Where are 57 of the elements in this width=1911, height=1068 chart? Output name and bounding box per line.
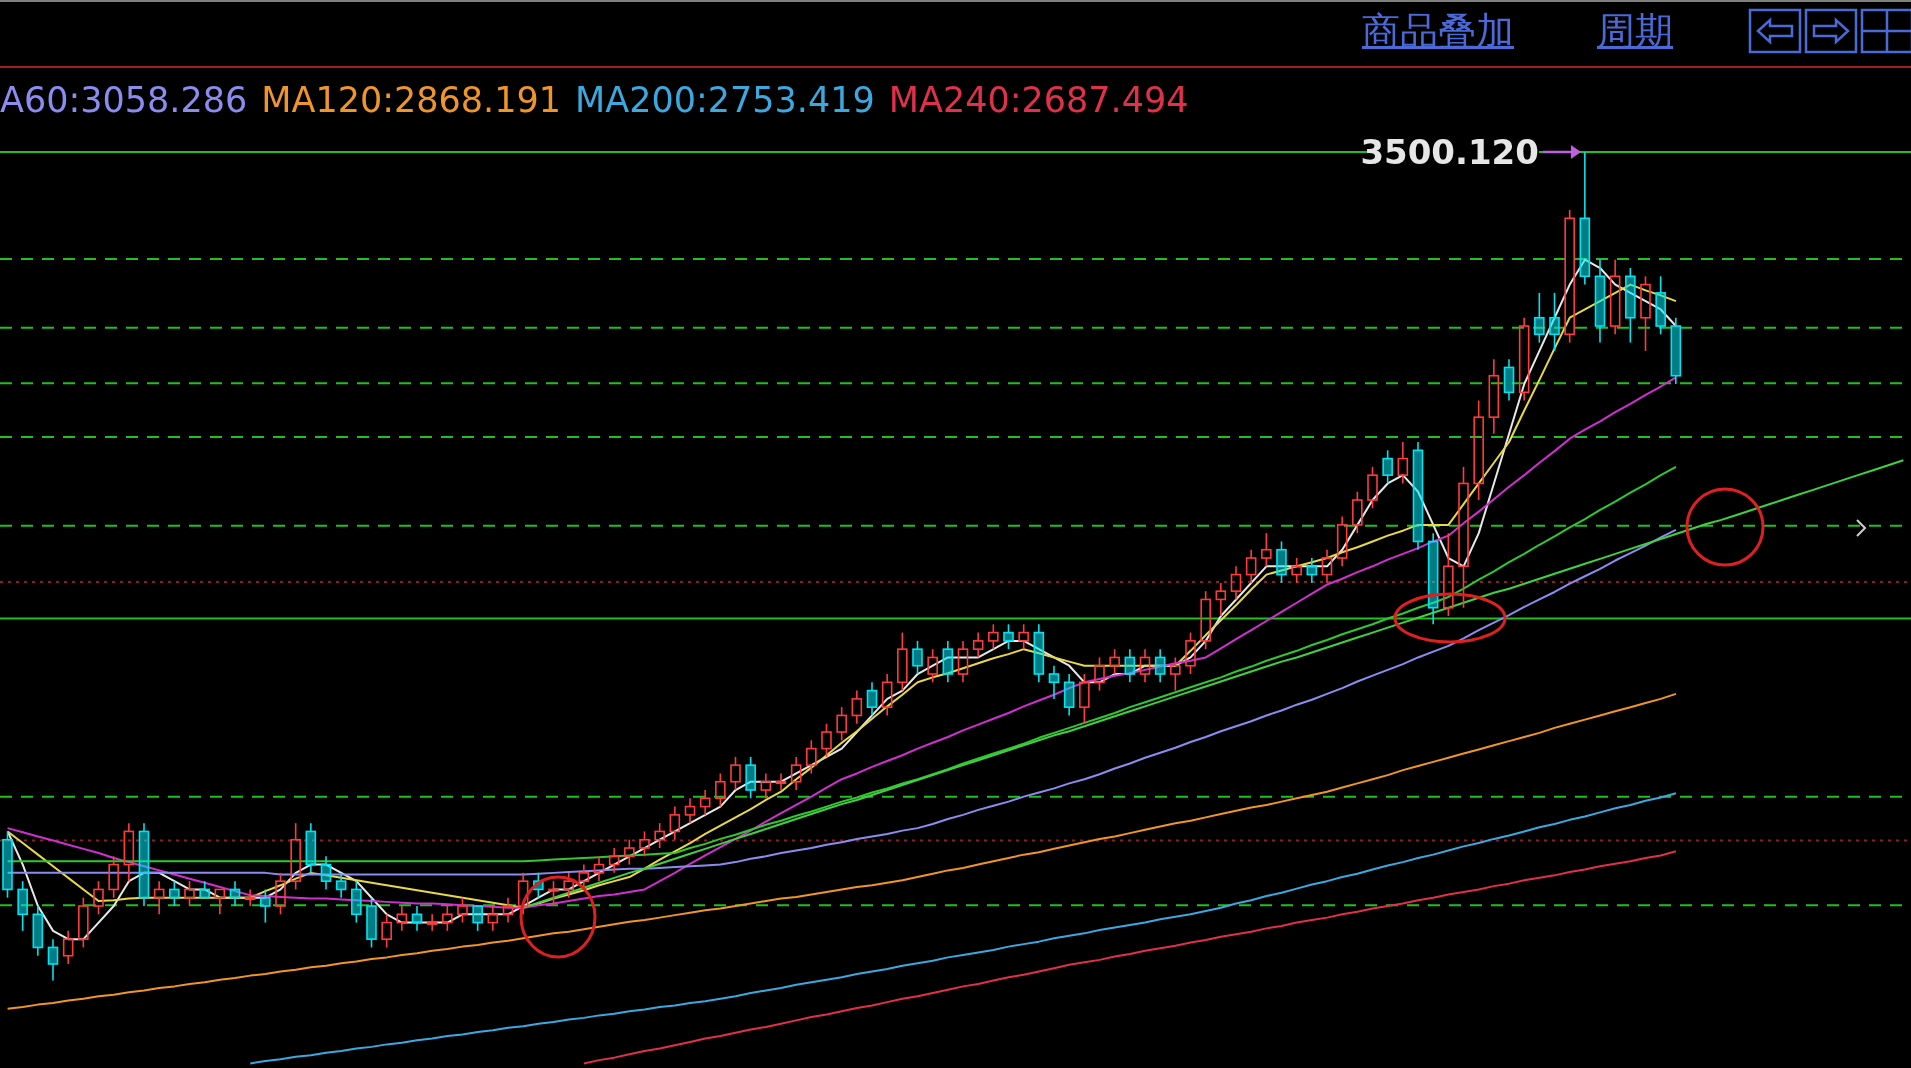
text: A60:3058.286 [0, 79, 248, 122]
candlestick [760, 772, 772, 800]
candlestick [775, 772, 787, 791]
candlestick [62, 930, 74, 965]
candlestick [669, 805, 681, 841]
candlestick [1503, 358, 1515, 402]
candlestick [1139, 648, 1151, 684]
candlestick [942, 640, 954, 684]
candlestick [426, 913, 438, 932]
candlestick [1063, 673, 1075, 717]
candlestick [335, 872, 347, 899]
candlestick [1245, 548, 1257, 584]
candlestick [972, 631, 984, 659]
candlestick [244, 888, 256, 907]
candlestick [1154, 648, 1166, 684]
candlestick [851, 689, 863, 725]
candlestick [123, 822, 135, 882]
candlestick [32, 905, 44, 957]
candlestick [866, 681, 878, 717]
candlestick [229, 880, 241, 907]
candlestick [1594, 258, 1606, 344]
candlestick [1124, 648, 1136, 684]
candlestick [1609, 258, 1621, 336]
candlestick [608, 847, 620, 874]
candlestick [47, 938, 59, 982]
candlestick [957, 640, 969, 684]
candlestick [1488, 358, 1500, 435]
candlestick [1397, 441, 1409, 485]
candlestick [684, 797, 696, 824]
candlestick [1336, 515, 1348, 568]
candlestick [1427, 532, 1439, 626]
candlestick [1579, 151, 1591, 286]
candlestick [153, 880, 165, 916]
text: 周期 [1597, 8, 1673, 54]
candlestick [1230, 565, 1242, 601]
candlestick [593, 855, 605, 882]
annotation: 3500.120 [1360, 132, 1539, 173]
candlestick [396, 905, 408, 932]
candlestick [138, 822, 150, 907]
candlestick [1048, 664, 1060, 700]
candlestick [487, 905, 499, 932]
candlestick [1215, 582, 1227, 617]
candlestick [881, 673, 893, 717]
candlestick [790, 756, 802, 791]
candlestick [502, 896, 514, 924]
candlestick [1321, 548, 1333, 584]
text: 商品叠加 [1362, 8, 1514, 54]
candlestick [699, 789, 711, 816]
candlestick [1518, 316, 1530, 402]
candlestick [1670, 316, 1682, 385]
candlestick [1412, 441, 1424, 551]
text: MA120:2868.191 [261, 79, 562, 122]
candlestick [320, 855, 332, 891]
candlestick [1033, 623, 1045, 684]
text: MA200:2753.419 [575, 79, 875, 122]
text: MA240:2687.494 [888, 79, 1189, 122]
candlestick [305, 822, 317, 874]
